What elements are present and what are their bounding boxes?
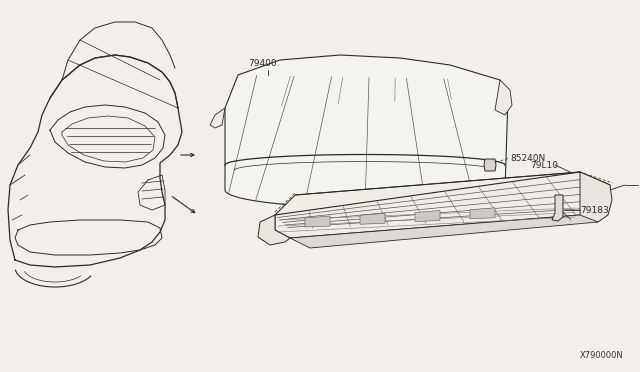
- Text: 79L10: 79L10: [530, 160, 558, 170]
- Polygon shape: [552, 195, 563, 221]
- Polygon shape: [360, 213, 385, 224]
- Text: X790000N: X790000N: [580, 350, 624, 359]
- Polygon shape: [305, 216, 330, 227]
- Polygon shape: [415, 211, 440, 221]
- Polygon shape: [290, 215, 598, 248]
- Polygon shape: [275, 172, 610, 238]
- Text: 85240N: 85240N: [510, 154, 545, 163]
- Polygon shape: [580, 172, 612, 222]
- Polygon shape: [470, 208, 495, 219]
- Polygon shape: [210, 108, 225, 128]
- Text: 79183: 79183: [580, 205, 609, 215]
- Text: 79400: 79400: [248, 59, 276, 68]
- Polygon shape: [495, 80, 512, 115]
- Polygon shape: [225, 55, 508, 208]
- Polygon shape: [258, 215, 290, 245]
- Polygon shape: [484, 159, 496, 171]
